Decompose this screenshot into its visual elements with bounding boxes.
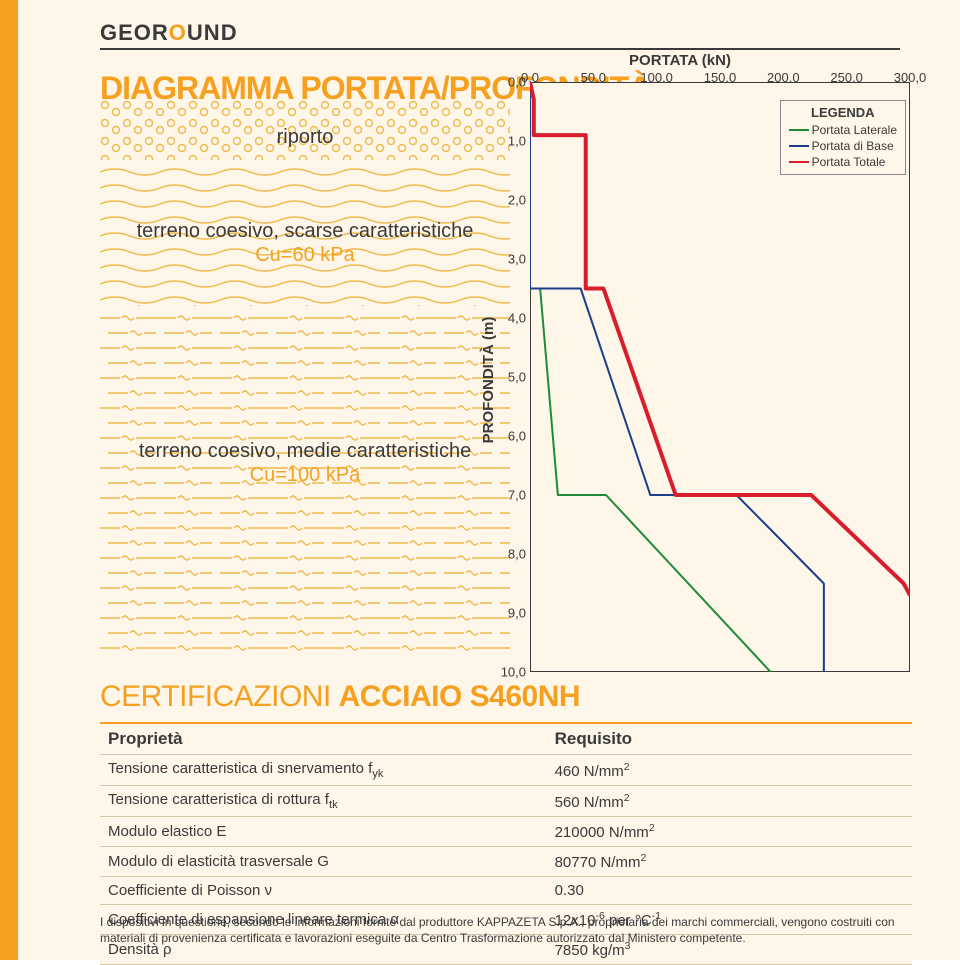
page: GEOROUND DIAGRAMMA PORTATA/PROFONDITÀ ri… [0, 0, 960, 960]
x-axis-title: PORTATA (kN) [629, 52, 731, 69]
chart: LEGENDA Portata LateralePortata di BaseP… [530, 82, 910, 672]
soil-label: riporto [100, 126, 510, 149]
legend-line [789, 145, 809, 147]
soil-cu: Cu=60 kPa [100, 244, 510, 267]
legend-title: LEGENDA [789, 105, 897, 120]
y-tick: 9,0 [508, 606, 526, 621]
req-cell: 210000 N/mm2 [547, 817, 912, 847]
y-tick: 5,0 [508, 370, 526, 385]
soil-patterns [100, 100, 510, 660]
brand-pre: GEOR [100, 20, 169, 45]
left-stripe [0, 0, 18, 960]
y-tick: 2,0 [508, 193, 526, 208]
cert-title-pre: CERTIFICAZIONI [100, 680, 339, 713]
y-tick: 3,0 [508, 252, 526, 267]
req-cell: 0.30 [547, 877, 912, 905]
legend: LEGENDA Portata LateralePortata di BaseP… [780, 100, 906, 175]
brand-logo: GEOROUND [100, 20, 238, 46]
y-tick: 6,0 [508, 429, 526, 444]
soil-column: riporto terreno coesivo, scarse caratteri… [100, 100, 510, 660]
table-row: Modulo elastico E210000 N/mm2 [100, 817, 912, 847]
y-axis: 0,01,02,03,04,05,06,07,08,09,010,0 [505, 82, 530, 672]
legend-line [789, 161, 809, 163]
legend-label: Portata Laterale [812, 122, 897, 138]
legend-item: Portata di Base [789, 138, 897, 154]
table-row: Tensione caratteristica di rottura ftk56… [100, 786, 912, 817]
req-cell: 560 N/mm2 [547, 786, 912, 817]
cert-title: CERTIFICAZIONI ACCIAIO S460NH [100, 680, 912, 714]
y-tick: 0,0 [508, 75, 526, 90]
req-cell: 460 N/mm2 [547, 755, 912, 786]
table-row: Modulo di elasticità trasversale G80770 … [100, 847, 912, 877]
table-row: Coefficiente di Poisson ν0.30 [100, 877, 912, 905]
legend-label: Portata di Base [812, 138, 894, 154]
prop-cell: Modulo elastico E [100, 817, 547, 847]
table-header-row: ProprietàRequisito [100, 723, 912, 755]
legend-item: Portata Laterale [789, 122, 897, 138]
legend-label: Portata Totale [812, 154, 886, 170]
y-tick: 8,0 [508, 547, 526, 562]
brand-o: O [169, 20, 187, 45]
prop-cell: Coefficiente di Poisson ν [100, 877, 547, 905]
table-row: Tensione caratteristica di snervamento f… [100, 755, 912, 786]
legend-item: Portata Totale [789, 154, 897, 170]
soil-cu: Cu=100 kPa [100, 464, 510, 487]
y-tick: 4,0 [508, 311, 526, 326]
logo-underline [100, 48, 900, 50]
prop-cell: Tensione caratteristica di snervamento f… [100, 755, 547, 786]
req-cell: 80770 N/mm2 [547, 847, 912, 877]
table-header-cell: Requisito [547, 723, 912, 755]
y-tick: 10,0 [501, 665, 526, 680]
y-tick: 1,0 [508, 134, 526, 149]
prop-cell: Tensione caratteristica di rottura ftk [100, 786, 547, 817]
soil-label: terreno coesivo, scarse caratteristiche [100, 220, 510, 243]
table-header-cell: Proprietà [100, 723, 547, 755]
cert-title-bold: ACCIAIO S460NH [339, 680, 580, 713]
y-axis-title: PROFONDITÀ (m) [480, 317, 497, 444]
legend-line [789, 129, 809, 131]
y-tick: 7,0 [508, 488, 526, 503]
brand-post: UND [187, 20, 238, 45]
soil-label: terreno coesivo, medie caratteristiche [100, 440, 510, 463]
prop-cell: Modulo di elasticità trasversale G [100, 847, 547, 877]
footnote: I dispositivi in questione, secondo le i… [100, 914, 912, 946]
